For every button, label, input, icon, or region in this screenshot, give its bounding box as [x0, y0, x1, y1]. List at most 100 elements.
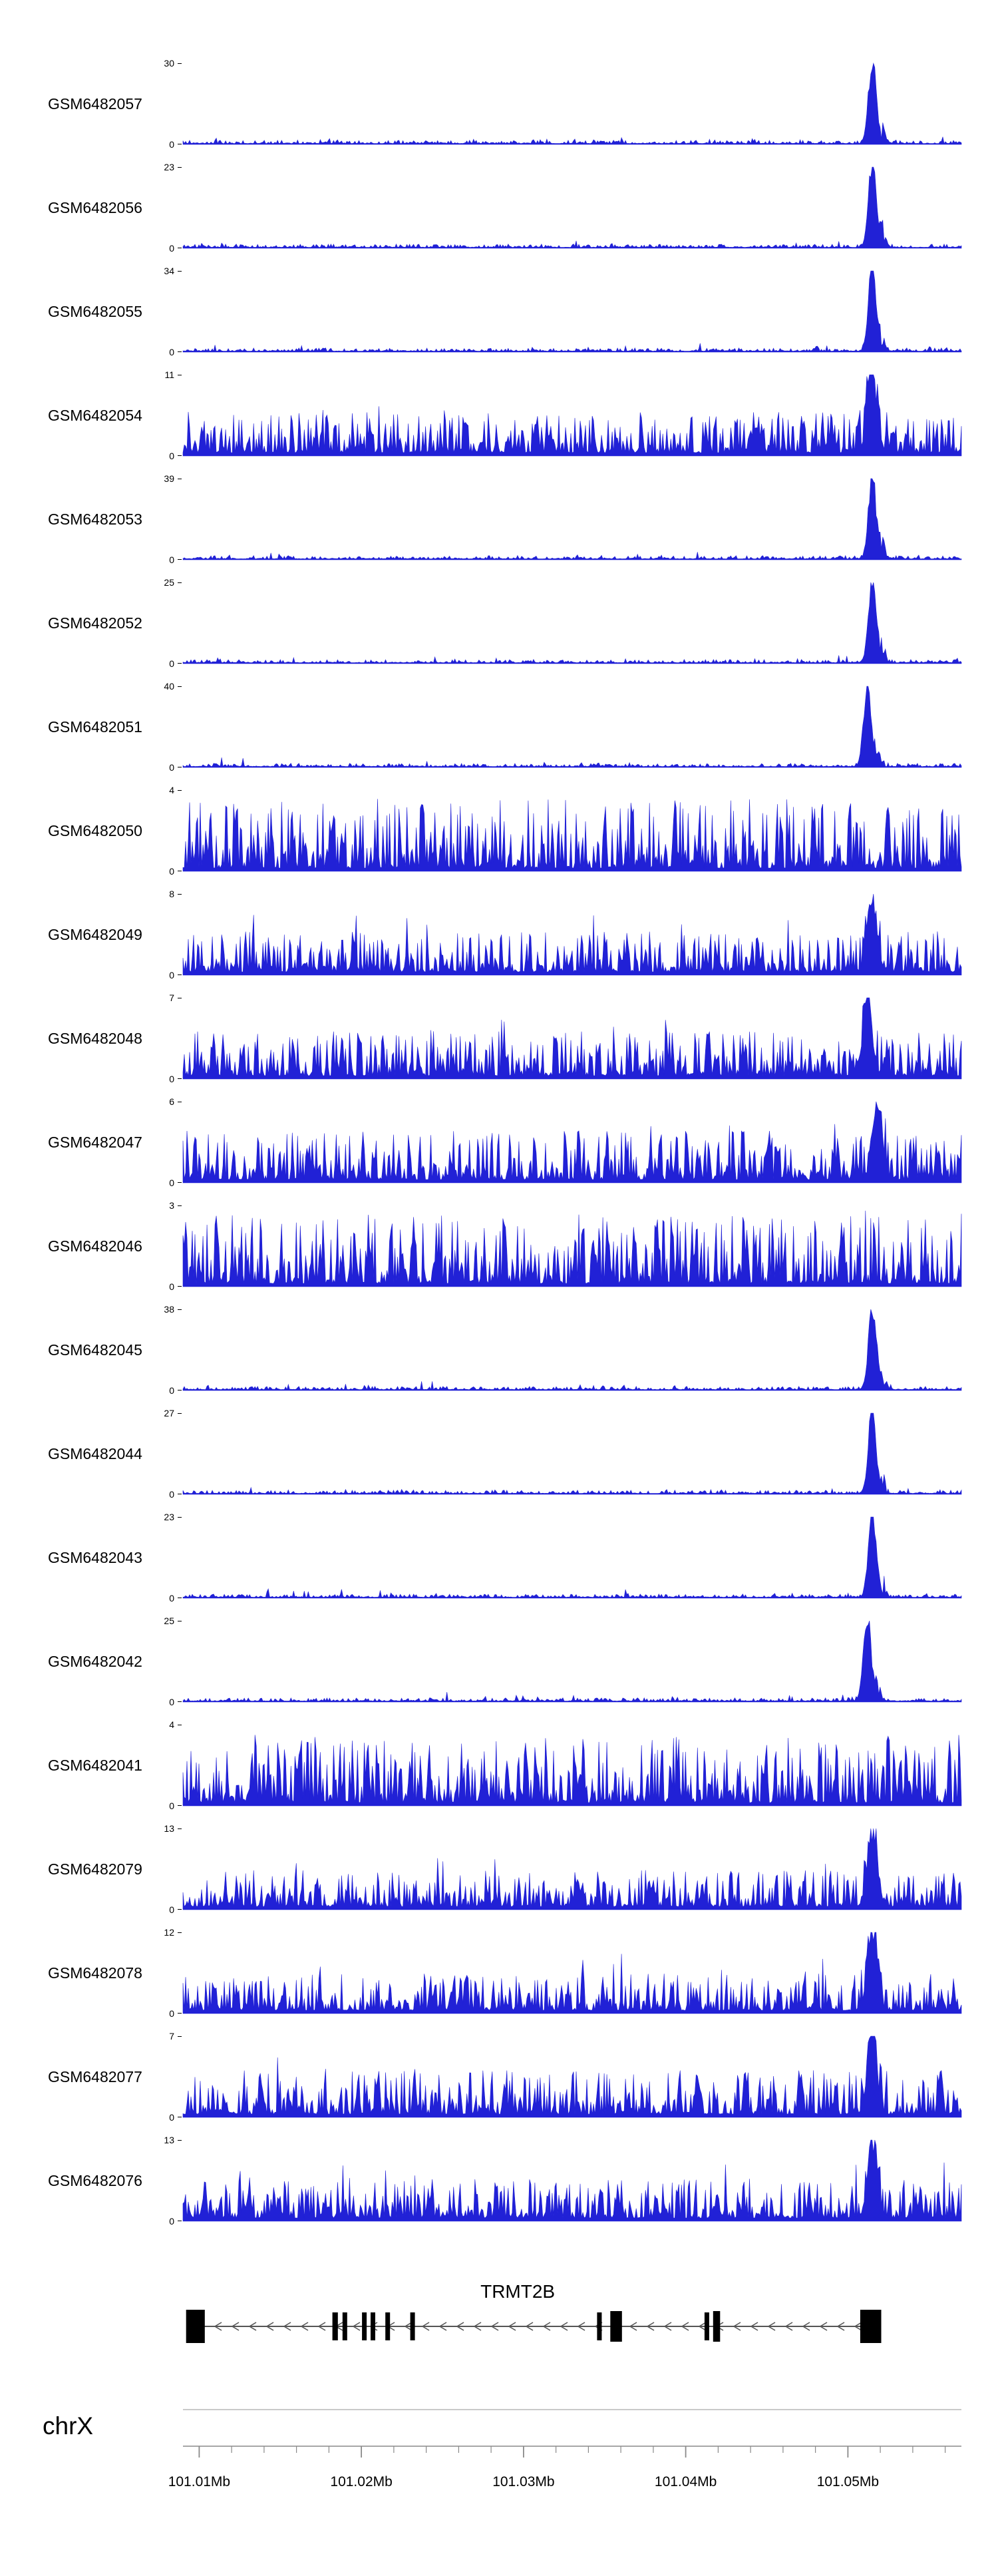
gene-exon — [704, 2312, 709, 2340]
strand-arrow-left-icon — [750, 2322, 758, 2331]
gene-exon — [410, 2312, 415, 2340]
track-label: GSM6482078 — [48, 1964, 142, 1982]
coverage-chart — [182, 62, 962, 145]
strand-arrow-left-icon — [819, 2322, 828, 2331]
y-axis-zero-label: 0 — [169, 243, 174, 254]
y-axis-zero-label: 0 — [169, 2112, 174, 2123]
coverage-area — [182, 1932, 962, 2014]
coverage-chart — [182, 1101, 962, 1183]
y-axis-max-label: 3 — [169, 1200, 174, 1211]
y-axis-tick — [178, 1517, 182, 1518]
track-label: GSM6482042 — [48, 1653, 142, 1670]
coverage-chart — [182, 1205, 962, 1287]
strand-arrow-left-icon — [421, 2322, 430, 2331]
y-axis-max-label: 12 — [164, 1927, 174, 1938]
track-label: GSM6482047 — [48, 1134, 142, 1151]
y-axis-max-label: 27 — [164, 1408, 174, 1418]
y-axis-tick — [178, 1932, 182, 1933]
y-axis-zero-label: 0 — [169, 1593, 174, 1604]
coverage-area — [182, 1735, 962, 1807]
track-label: GSM6482051 — [48, 718, 142, 736]
y-axis-tick — [178, 1413, 182, 1414]
y-axis-max-label: 7 — [169, 2031, 174, 2041]
coverage-chart — [182, 374, 962, 457]
coverage-area — [182, 374, 962, 457]
track-label: GSM6482054 — [48, 407, 142, 424]
coverage-track: GSM6482078 12 0 — [0, 1927, 998, 2036]
y-axis-tick — [178, 351, 182, 352]
y-axis-zero-label: 0 — [169, 1074, 174, 1084]
y-axis-max-label: 39 — [164, 473, 174, 484]
coverage-track: GSM6482045 38 0 — [0, 1304, 998, 1413]
coverage-area — [182, 478, 962, 560]
y-axis-max-label: 4 — [169, 1719, 174, 1730]
coverage-area — [182, 2139, 962, 2222]
track-label: GSM6482053 — [48, 511, 142, 528]
y-axis-tick — [178, 974, 182, 975]
strand-arrow-left-icon — [698, 2322, 707, 2331]
y-axis-max-label: 4 — [169, 785, 174, 795]
ruler-tick-label: 101.05Mb — [817, 2474, 879, 2489]
coverage-chart — [182, 1309, 962, 1391]
y-axis-tick — [178, 1078, 182, 1079]
y-axis-tick — [178, 2013, 182, 2014]
coverage-area — [182, 1210, 962, 1287]
track-label: GSM6482057 — [48, 95, 142, 112]
genome-axis-section: chrX 101.01Mb 101.02Mb 101.03Mb 101.04Mb 101… — [0, 2396, 998, 2576]
y-axis-tick — [178, 2036, 182, 2037]
track-label: GSM6482077 — [48, 2068, 142, 2085]
y-axis-max-label: 23 — [164, 1512, 174, 1522]
genome-ruler: 101.01Mb 101.02Mb 101.03Mb 101.04Mb 101.05Mb — [168, 2409, 961, 2489]
y-axis-max-label: 40 — [164, 681, 174, 692]
y-axis-max-label: 8 — [169, 889, 174, 899]
strand-arrow-left-icon — [508, 2322, 516, 2331]
strand-arrow-left-icon — [854, 2322, 862, 2331]
coverage-area — [182, 1309, 962, 1391]
strand-arrow-left-icon — [767, 2322, 776, 2331]
coverage-chart — [182, 270, 962, 353]
y-axis-tick — [178, 559, 182, 560]
y-axis-zero-label: 0 — [169, 2216, 174, 2227]
y-axis-zero-label: 0 — [169, 1904, 174, 1915]
y-axis-zero-label: 0 — [169, 1178, 174, 1188]
track-label: GSM6482043 — [48, 1549, 142, 1566]
coverage-track: GSM6482046 3 0 — [0, 1200, 998, 1309]
gene-exon — [362, 2312, 367, 2340]
track-label: GSM6482050 — [48, 822, 142, 839]
gene-exon — [860, 2310, 882, 2343]
strand-arrow-left-icon — [214, 2322, 222, 2331]
coverage-track: GSM6482053 39 0 — [0, 473, 998, 582]
y-axis-zero-label: 0 — [169, 347, 174, 357]
coverage-area — [182, 799, 962, 872]
y-axis-zero-label: 0 — [169, 554, 174, 565]
y-axis-zero-label: 0 — [169, 1697, 174, 1707]
coverage-area — [182, 582, 962, 664]
track-label: GSM6482079 — [48, 1860, 142, 1878]
coverage-area — [182, 1828, 962, 1910]
strand-arrow-left-icon — [663, 2322, 672, 2331]
track-label: GSM6482045 — [48, 1341, 142, 1359]
y-axis-tick — [178, 63, 182, 64]
track-label: GSM6482076 — [48, 2172, 142, 2189]
strand-arrow-left-icon — [231, 2322, 240, 2331]
coverage-chart — [182, 997, 962, 1080]
coverage-area — [182, 686, 962, 768]
y-axis-tick — [178, 1205, 182, 1206]
y-axis-max-label: 25 — [164, 577, 174, 588]
y-axis-zero-label: 0 — [169, 2008, 174, 2019]
y-axis-tick — [178, 1286, 182, 1287]
gene-name-label: TRMT2B — [480, 2281, 555, 2302]
gene-exon — [371, 2312, 375, 2340]
track-label: GSM6482046 — [48, 1237, 142, 1255]
ruler-tick-label: 101.04Mb — [655, 2474, 717, 2489]
gene-exon — [332, 2312, 338, 2340]
y-axis-max-label: 7 — [169, 992, 174, 1003]
coverage-track: GSM6482077 7 0 — [0, 2031, 998, 2140]
y-axis-max-label: 38 — [164, 1304, 174, 1315]
strand-arrow-left-icon — [629, 2322, 637, 2331]
y-axis-max-label: 25 — [164, 1615, 174, 1626]
coverage-chart — [182, 1516, 962, 1599]
coverage-area — [182, 1101, 962, 1183]
strand-arrow-left-icon — [525, 2322, 534, 2331]
coverage-track: GSM6482041 4 0 — [0, 1719, 998, 1828]
